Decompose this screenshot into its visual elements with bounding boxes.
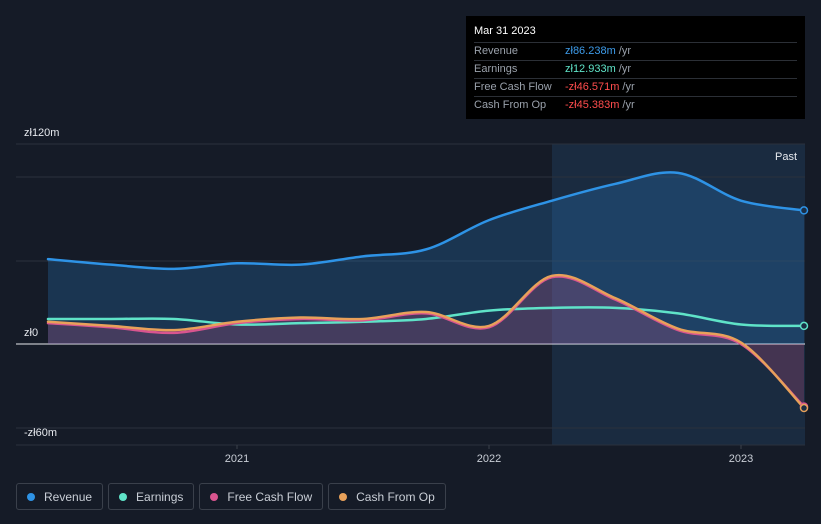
y-tick-label: zł0 [24,327,38,339]
tooltip-date: Mar 31 2023 [474,24,797,43]
tooltip-row-value: -zł45.383m [565,99,620,111]
chart-legend: Revenue Earnings Free Cash Flow Cash From O… [16,483,446,510]
tooltip-row-value: zł86.238m [565,45,616,57]
legend-label: Free Cash Flow [227,489,313,504]
legend-item-free-cash-flow[interactable]: Free Cash Flow [199,483,324,510]
x-tick-label: 2022 [477,453,501,465]
tooltip-row-value: -zł46.571m [565,81,620,93]
cash-from-op-line [46,273,806,410]
legend-dot-icon [210,492,219,501]
legend-dot-icon [339,492,348,501]
tooltip-row-label: Earnings [474,63,518,75]
tooltip-row-cash-from-op: Cash From Op -zł45.383m/yr [474,97,797,114]
legend-dot-icon [27,492,35,501]
legend-label: Earnings [136,489,184,504]
cash-from-op-end-point [799,403,809,413]
series-end-dots [799,206,809,413]
tooltip-row-label: Revenue [474,45,519,57]
tooltip-row-unit: /yr [618,63,631,75]
legend-item-revenue[interactable]: Revenue [16,483,104,510]
x-tick-label: 2021 [225,453,249,465]
legend-dot-icon [119,492,128,501]
axis-tick-labels: Past zł120m zł0 -zł60m 2021 2022 2023 [24,127,797,465]
y-tick-label: -zł60m [24,427,57,439]
revenue-end-point [799,206,809,215]
tooltip-row-revenue: Revenue zł86.238m/yr [474,43,797,61]
tooltip-row-label: Free Cash Flow [474,81,552,93]
tooltip-row-unit: /yr [622,99,635,111]
legend-item-cash-from-op[interactable]: Cash From Op [328,483,446,510]
legend-item-earnings[interactable]: Earnings [108,483,195,510]
series-lines [46,171,806,410]
y-tick-label: zł120m [24,127,59,139]
grid-lines [16,143,805,449]
past-label: Past [775,151,797,163]
tooltip-row-value: zł12.933m [565,63,616,75]
earnings-end-point [799,321,809,331]
earnings-line [46,306,806,328]
tooltip-row-unit: /yr [622,81,635,93]
revenue-line [46,171,806,271]
tooltip-row-earnings: Earnings zł12.933m/yr [474,61,797,79]
tooltip-row-unit: /yr [618,45,631,57]
revenue-area [48,172,804,344]
tooltip-panel: Mar 31 2023 Revenue zł86.238m/yr Earnings z… [466,16,805,119]
tooltip-row-free-cash-flow: Free Cash Flow -zł46.571m/yr [474,79,797,97]
legend-label: Cash From Op [356,489,435,504]
x-tick-label: 2023 [729,453,753,465]
legend-label: Revenue [44,489,93,504]
past-region [552,144,805,445]
tooltip-row-label: Cash From Op [474,99,547,111]
